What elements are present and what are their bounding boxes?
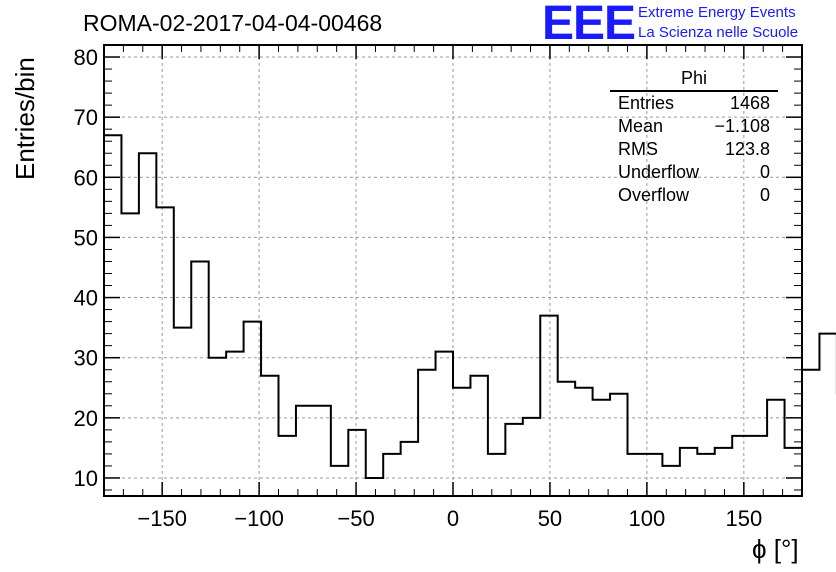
stats-value: 1468 <box>729 93 770 113</box>
x-axis-label: ϕ [°] <box>752 534 799 564</box>
stats-value: −1.108 <box>714 116 770 136</box>
stats-row: Entries 1468 <box>610 92 778 115</box>
logo-line-2: La Scienza nelle Scuole <box>638 24 799 41</box>
stats-row: Overflow 0 <box>610 184 778 207</box>
y-tick-label: 10 <box>74 466 98 491</box>
stats-label: Entries <box>618 93 675 113</box>
x-tick-label: −50 <box>337 506 374 531</box>
logo-caption: Extreme Energy Events La Scienza nelle S… <box>638 3 798 43</box>
x-tick-label: 0 <box>447 506 459 531</box>
stats-title: Phi <box>610 68 778 92</box>
y-tick-label: 20 <box>74 406 98 431</box>
histogram-series <box>104 134 836 479</box>
y-tick-label: 70 <box>74 105 98 130</box>
x-tick-label: 150 <box>725 506 762 531</box>
tick-labels: −150 −100 −50 0 50 100 150 10 20 30 40 50 60 70 80 <box>74 45 763 531</box>
stats-box: Phi Entries 1468 Mean −1.108 RMS 123.8 Unde… <box>610 68 778 207</box>
eee-logo: EEE <box>542 0 636 50</box>
y-tick-label: 50 <box>74 225 98 250</box>
x-tick-label: −100 <box>234 506 284 531</box>
y-tick-label: 80 <box>74 45 98 70</box>
stats-label: Overflow <box>618 185 690 205</box>
x-tick-label: 50 <box>538 506 562 531</box>
chart-title: ROMA-02-2017-04-04-00468 <box>83 10 383 36</box>
y-tick-label: 60 <box>74 165 98 190</box>
y-tick-label: 30 <box>74 346 98 371</box>
stats-row: RMS 123.8 <box>610 138 778 161</box>
stats-row: Underflow 0 <box>610 161 778 184</box>
stats-value: 0 <box>759 162 770 182</box>
stats-row: Mean −1.108 <box>610 115 778 138</box>
y-tick-label: 40 <box>74 286 98 311</box>
stats-value: 123.8 <box>724 139 770 159</box>
y-axis-label: Entries/bin <box>10 57 40 180</box>
x-tick-label: −150 <box>137 506 187 531</box>
logo-line-1: Extreme Energy Events <box>638 4 796 21</box>
stats-label: RMS <box>618 139 658 159</box>
stats-value: 0 <box>759 185 770 205</box>
axis-ticks <box>103 44 803 496</box>
stats-label: Underflow <box>618 162 700 182</box>
stats-label: Mean <box>618 116 664 136</box>
x-tick-label: 100 <box>629 506 666 531</box>
